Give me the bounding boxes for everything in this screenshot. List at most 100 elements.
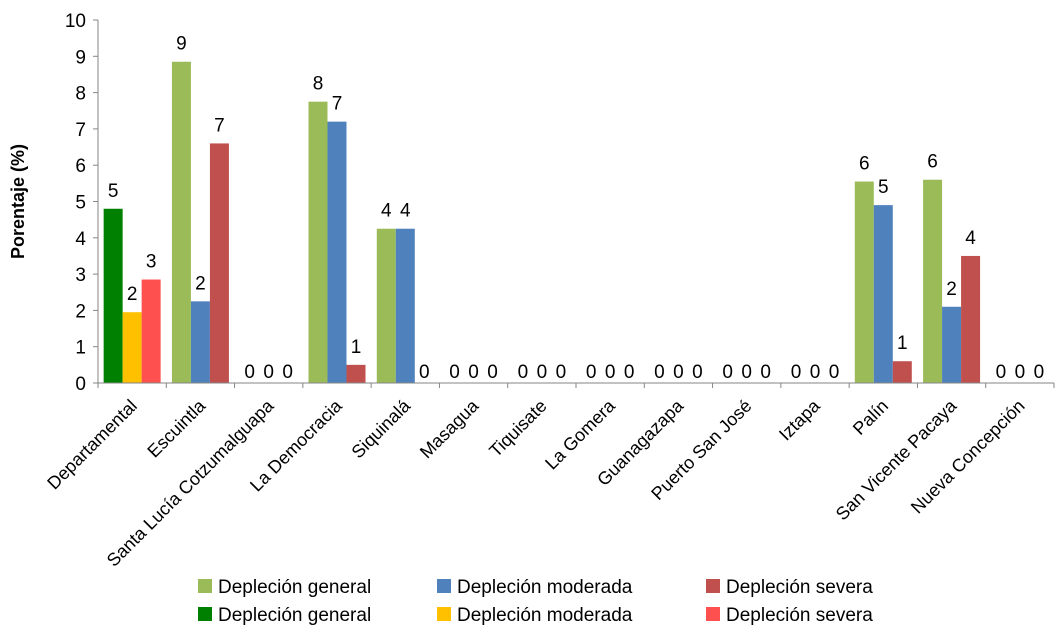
bar [103, 208, 123, 383]
data-label: 4 [400, 201, 411, 222]
category-label: Siquinalá [348, 395, 415, 462]
legend-swatch [706, 607, 720, 621]
y-tick-label: 3 [75, 265, 86, 286]
data-label: 9 [176, 34, 187, 55]
bar [122, 312, 142, 383]
bar [346, 364, 366, 383]
bar [942, 306, 962, 383]
axes-group [97, 20, 1055, 388]
legend-swatch [437, 579, 451, 593]
data-label: 2 [127, 284, 138, 305]
y-tick-label: 6 [75, 156, 86, 177]
data-label: 0 [487, 362, 498, 383]
legend-swatch [198, 579, 212, 593]
data-label: 0 [1034, 362, 1045, 383]
bars-group [103, 61, 981, 384]
data-label: 0 [654, 362, 665, 383]
data-label: 0 [556, 362, 567, 383]
legend-label: Depleción severa [726, 577, 873, 598]
y-axis-title-group: Porentaje (%) [8, 144, 28, 259]
category-label: Departamental [43, 396, 141, 494]
bar [327, 121, 347, 383]
y-tick-label: 0 [75, 374, 86, 395]
legend-label: Depleción severa [726, 605, 873, 626]
data-label: 0 [586, 362, 597, 383]
legend-label: Depleción moderada [457, 577, 633, 598]
legend: Depleción general Depleción moderada Deple… [198, 577, 873, 626]
data-label: 5 [108, 181, 119, 202]
y-tick-label: 8 [75, 84, 86, 105]
data-label: 0 [263, 362, 274, 383]
bar [854, 181, 874, 383]
legend-label: Depleción moderada [457, 605, 633, 626]
data-label: 0 [624, 362, 635, 383]
y-tick-label: 7 [75, 120, 86, 141]
data-label: 0 [449, 362, 460, 383]
y-axis-title: Porentaje (%) [8, 144, 28, 259]
data-label: 5 [878, 177, 889, 198]
data-label: 2 [946, 279, 957, 300]
category-label: Tiquisate [485, 396, 550, 461]
legend-swatch [437, 607, 451, 621]
data-label: 4 [965, 228, 976, 249]
bar [873, 205, 893, 383]
bar [923, 179, 943, 383]
data-label: 0 [760, 362, 771, 383]
data-label: 0 [741, 362, 752, 383]
data-label: 6 [927, 152, 938, 173]
data-label: 0 [518, 362, 529, 383]
data-label: 7 [214, 115, 225, 136]
data-label: 8 [313, 74, 324, 95]
y-tick-label: 2 [75, 301, 86, 322]
data-label: 0 [605, 362, 616, 383]
data-label: 0 [673, 362, 684, 383]
data-label: 0 [829, 362, 840, 383]
category-label: Masagua [416, 395, 483, 462]
data-label: 0 [419, 362, 430, 383]
bar [171, 61, 191, 384]
data-label: 2 [195, 273, 206, 294]
data-label: 1 [351, 337, 362, 358]
data-label: 0 [468, 362, 479, 383]
data-label: 0 [996, 362, 1007, 383]
legend-label: Depleción general [218, 605, 371, 626]
data-label: 6 [859, 154, 870, 175]
category-label: Palín [849, 396, 892, 439]
bar [395, 228, 415, 383]
bar [961, 255, 981, 383]
bar [209, 143, 229, 383]
y-axis-ticks: 0 1 2 3 4 5 6 7 8 9 10 [65, 11, 98, 395]
data-label: 0 [1015, 362, 1026, 383]
category-label: Iztapa [775, 395, 825, 445]
category-label: Escuintla [143, 395, 209, 461]
y-tick-label: 4 [75, 229, 86, 250]
data-label: 7 [332, 94, 343, 115]
data-label: 3 [146, 252, 157, 273]
bar [141, 279, 161, 383]
data-label: 0 [244, 362, 255, 383]
y-tick-label: 5 [75, 193, 86, 214]
bar [376, 228, 396, 383]
legend-label: Depleción general [218, 577, 371, 598]
category-label: San Vicente Pacaya [832, 395, 961, 524]
y-tick-label: 10 [65, 11, 86, 32]
legend-swatch [198, 607, 212, 621]
data-label: 1 [897, 333, 908, 354]
legend-swatch [706, 579, 720, 593]
data-label: 0 [722, 362, 733, 383]
y-tick-label: 9 [75, 47, 86, 68]
data-label: 0 [810, 362, 821, 383]
bar [190, 301, 210, 383]
data-label: 0 [791, 362, 802, 383]
bar [308, 101, 328, 384]
y-tick-label: 1 [75, 338, 86, 359]
data-label: 0 [537, 362, 548, 383]
bar [892, 361, 912, 383]
data-label: 0 [692, 362, 703, 383]
data-label: 4 [381, 201, 392, 222]
data-label: 0 [282, 362, 293, 383]
category-label: Nueva Concepción [907, 396, 1029, 518]
